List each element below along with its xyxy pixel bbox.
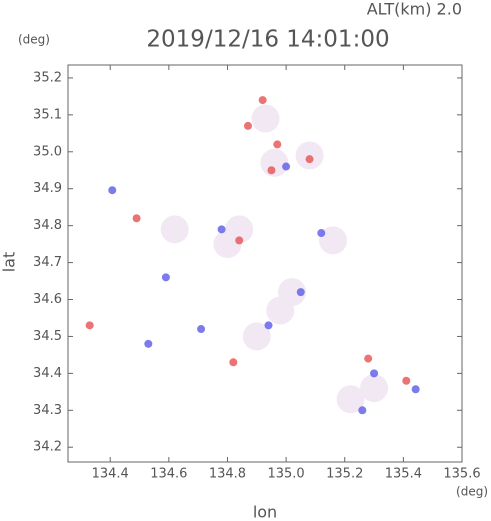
data-point [243,121,252,130]
y-tick-label: 35.0 [33,144,62,159]
data-point [267,166,276,175]
data-point [251,104,280,133]
y-tick-label: 34.3 [33,403,62,418]
x-tick-label: 135.6 [443,467,480,482]
data-point [358,406,367,415]
data-point [277,278,306,307]
x-axis-label: lon [253,503,277,521]
altitude-label: ALT(km) 2.0 [367,0,462,19]
data-point [108,186,117,195]
y-tick-label: 34.4 [33,366,62,381]
y-tick-label: 34.7 [33,255,62,270]
data-point [273,140,282,149]
data-point [282,162,291,171]
data-point [319,226,348,255]
data-point [370,369,379,378]
x-tick-label: 135.2 [326,467,363,482]
data-point [132,214,141,223]
data-point [160,215,189,244]
data-point [260,148,289,177]
y-tick-label: 35.2 [33,70,62,85]
y-tick-label: 34.9 [33,181,62,196]
data-point [402,376,411,385]
y-tick-label: 35.1 [33,107,62,122]
data-point [229,358,238,367]
y-tick-label: 34.8 [33,218,62,233]
data-point [235,236,244,245]
data-point [411,385,420,394]
data-point [85,321,94,330]
data-point [242,322,271,351]
y-axis-label: lat [0,252,19,273]
data-point [317,229,326,238]
data-point [264,321,273,330]
x-tick-label: 135.4 [385,467,422,482]
data-point [305,155,314,164]
data-point [258,96,267,105]
data-point [213,230,242,259]
x-tick-label: 134.6 [150,467,187,482]
plot-frame [67,64,463,463]
data-point [144,339,153,348]
y-tick-label: 34.2 [33,440,62,455]
data-point [360,374,389,403]
x-unit: (deg) [456,485,488,499]
x-tick-label: 134.4 [92,467,129,482]
data-point [161,273,170,282]
data-point [296,288,305,297]
chart-title: 2019/12/16 14:01:00 [146,27,389,53]
data-point [217,225,226,234]
x-tick-label: 135.0 [267,467,304,482]
data-point [336,385,365,414]
y-tick-label: 34.5 [33,329,62,344]
y-unit: (deg) [18,33,50,47]
x-tick-label: 134.8 [209,467,246,482]
data-point [364,354,373,363]
data-point [197,325,206,334]
y-tick-label: 34.6 [33,292,62,307]
